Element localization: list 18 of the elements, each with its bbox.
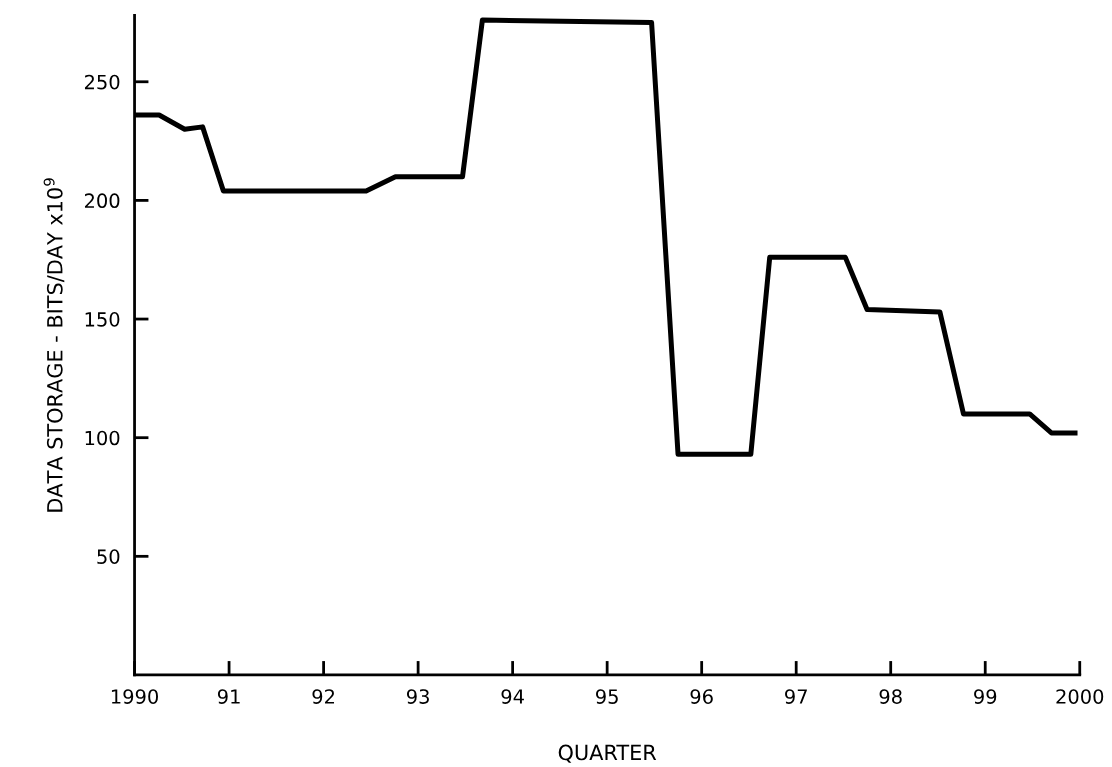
x-tick-label: 93 bbox=[406, 689, 429, 704]
y-axis-title: DATA STORAGE - BITS/DAY x10$^{9}$ bbox=[43, 178, 65, 512]
y-tick-label: 100 bbox=[85, 430, 120, 446]
x-tick-label: 94 bbox=[501, 689, 524, 704]
x-tick-label: 98 bbox=[879, 689, 902, 704]
x-tick-label: 2000 bbox=[1056, 689, 1104, 704]
x-tick-label: 99 bbox=[974, 689, 997, 704]
x-tick-label: 95 bbox=[596, 689, 618, 704]
y-tick-label: 50 bbox=[97, 549, 120, 564]
x-tick-label: 1990 bbox=[111, 689, 158, 704]
x-tick-label: 97 bbox=[785, 689, 807, 704]
x-tick-label: 92 bbox=[312, 689, 335, 704]
x-tick-label: 91 bbox=[217, 689, 240, 704]
x-axis-title: QUARTER bbox=[558, 744, 657, 763]
x-tick-label: 96 bbox=[690, 689, 713, 704]
y-tick-label: 250 bbox=[84, 74, 120, 90]
y-tick-label: 200 bbox=[84, 193, 120, 209]
y-tick-label: 150 bbox=[85, 312, 120, 327]
